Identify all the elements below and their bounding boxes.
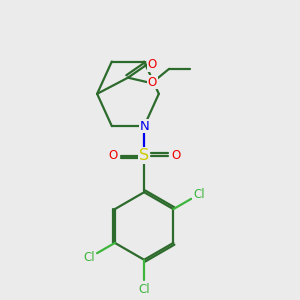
Text: O: O: [171, 149, 180, 162]
Text: N: N: [139, 120, 149, 133]
Text: O: O: [108, 149, 117, 162]
Text: S: S: [139, 148, 149, 163]
Text: Cl: Cl: [138, 283, 150, 296]
Text: Cl: Cl: [84, 251, 95, 264]
Text: Cl: Cl: [193, 188, 205, 201]
Text: O: O: [148, 76, 157, 88]
Text: O: O: [148, 58, 157, 71]
